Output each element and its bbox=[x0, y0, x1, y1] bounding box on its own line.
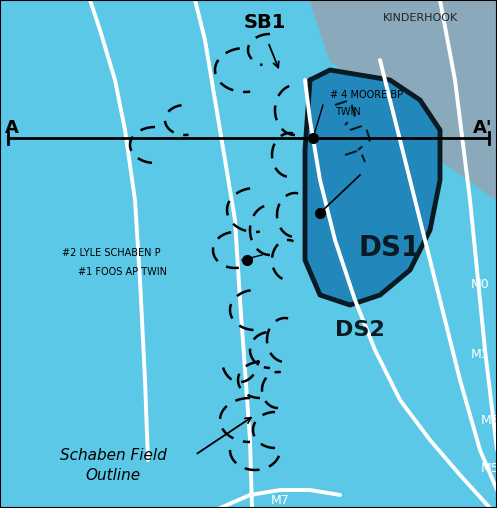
Text: M7: M7 bbox=[271, 493, 289, 506]
Text: Schaben Field: Schaben Field bbox=[60, 448, 167, 462]
Text: M5: M5 bbox=[481, 461, 497, 474]
Text: #1 FOOS AP TWIN: #1 FOOS AP TWIN bbox=[78, 267, 167, 277]
Text: DS1: DS1 bbox=[359, 234, 421, 262]
Text: KINDERHOOK: KINDERHOOK bbox=[382, 13, 458, 23]
Polygon shape bbox=[305, 70, 440, 305]
Text: DS2: DS2 bbox=[335, 320, 385, 340]
Text: M3: M3 bbox=[481, 414, 497, 427]
Text: #2 LYLE SCHABEN P: #2 LYLE SCHABEN P bbox=[62, 248, 161, 258]
Polygon shape bbox=[310, 0, 497, 200]
Text: M1: M1 bbox=[471, 348, 490, 362]
Text: TWIN: TWIN bbox=[335, 107, 361, 117]
Text: SB1: SB1 bbox=[244, 13, 286, 31]
Text: M0: M0 bbox=[471, 278, 490, 292]
Text: # 4 MOORE BP: # 4 MOORE BP bbox=[330, 90, 403, 100]
Text: A: A bbox=[5, 119, 19, 137]
Text: Outline: Outline bbox=[85, 467, 140, 483]
Text: A': A' bbox=[473, 119, 492, 137]
